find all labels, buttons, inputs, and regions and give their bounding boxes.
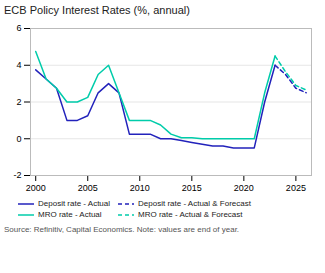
svg-text:2: 2 bbox=[16, 97, 21, 107]
svg-text:2005: 2005 bbox=[78, 183, 98, 193]
html-text:Deposit rate - Actual & Foreca: Deposit rate - Actual & Forecast bbox=[138, 199, 251, 208]
html-text:Deposit rate - Actual: Deposit rate - Actual bbox=[38, 199, 110, 208]
svg-text:2010: 2010 bbox=[130, 183, 150, 193]
svg-text:2000: 2000 bbox=[26, 183, 46, 193]
html-text:MRO rate - Actual & Forecast: MRO rate - Actual & Forecast bbox=[138, 210, 243, 219]
svg-text:2015: 2015 bbox=[182, 183, 202, 193]
svg-text:2025: 2025 bbox=[286, 183, 306, 193]
html-text:Source: Refinitiv, Capital Eco: Source: Refinitiv, Capital Economics. No… bbox=[4, 225, 240, 234]
svg-text:2020: 2020 bbox=[234, 183, 254, 193]
svg-text:0: 0 bbox=[16, 134, 21, 144]
svg-text:4: 4 bbox=[16, 60, 21, 70]
svg-text:-2: -2 bbox=[13, 170, 21, 180]
html-text:ECB Policy Interest Rates (%,: ECB Policy Interest Rates (%, annual) bbox=[4, 4, 190, 16]
svg-text:6: 6 bbox=[16, 23, 21, 33]
html-text:MRO rate - Actual: MRO rate - Actual bbox=[38, 210, 102, 219]
